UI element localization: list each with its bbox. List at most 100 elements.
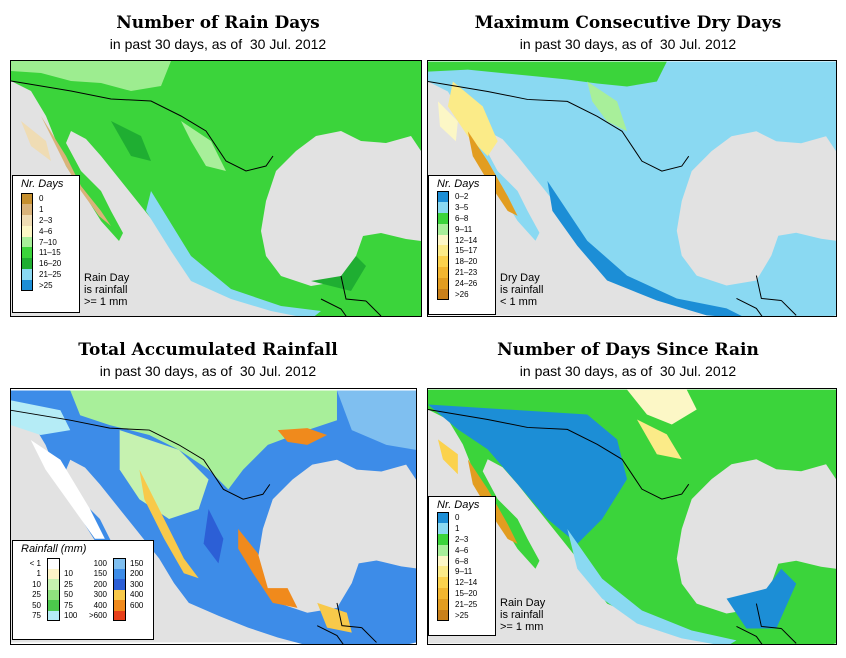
legend-swatch <box>47 558 60 569</box>
legend-entry: 0 <box>13 193 79 204</box>
legend-range-low: 25 <box>32 590 41 600</box>
legend-label: 0–2 <box>455 191 469 201</box>
legend-range-high: 25 <box>64 579 73 589</box>
panel-subtitle-rainfall: in past 30 days, as of 30 Jul. 2012 <box>0 363 416 379</box>
legend-label: 6–8 <box>455 556 469 566</box>
legend-entry: 3–5 <box>429 201 495 213</box>
note-line: is rainfall <box>500 609 544 621</box>
map-rainfall <box>10 388 417 645</box>
legend-entry: 200 300 <box>87 579 147 590</box>
subtitle-date: 30 Jul. 2012 <box>249 36 327 52</box>
legend-swatch <box>437 544 449 556</box>
legend-entry: >25 <box>429 610 495 621</box>
legend-entry: 6–8 <box>429 212 495 224</box>
legend-label: 0 <box>455 512 460 522</box>
legend-swatch <box>21 225 33 237</box>
legend-swatch <box>437 566 449 578</box>
legend-swatch <box>47 589 60 600</box>
legend-swatch <box>437 256 449 268</box>
legend-days-since-rain: Nr. Days 0 1 2–3 4–6 6–8 9–11 12–14 15–20 21–25 >… <box>428 496 496 636</box>
legend-label: 11–15 <box>39 248 61 258</box>
legend-entry: 24–26 <box>429 278 495 290</box>
legend-label: 1 <box>39 204 44 214</box>
legend-range-low: 100 <box>93 558 107 568</box>
subtitle-prefix: in past 30 days, as of <box>99 363 233 379</box>
note-line: >= 1 mm <box>500 621 544 633</box>
legend-range-low: 50 <box>32 600 41 610</box>
legend-swatch <box>21 214 33 226</box>
legend-swatch <box>21 280 33 292</box>
legend-entry: 2–3 <box>13 214 79 226</box>
legend-swatch <box>21 258 33 270</box>
legend-range-low: 400 <box>93 600 107 610</box>
legend-swatch <box>437 610 449 621</box>
legend-range-low: >600 <box>88 611 107 621</box>
legend-label: 21–25 <box>455 600 478 610</box>
legend-entry: 11–15 <box>13 247 79 259</box>
legend-entry: 50 75 <box>21 600 81 611</box>
legend-column-left: < 1 1 10 10 25 25 50 50 75 75 100 <box>21 558 81 621</box>
legend-swatch <box>437 555 449 567</box>
legend-range-low: 150 <box>93 569 107 579</box>
note-line: Dry Day <box>500 272 540 284</box>
legend-label: 15–20 <box>455 589 478 599</box>
legend-label: 21–25 <box>39 270 62 280</box>
legend-entry: 400 600 <box>87 600 147 611</box>
legend-label: 2–3 <box>39 215 53 225</box>
legend-label: 18–20 <box>455 257 478 267</box>
legend-title: Nr. Days <box>437 499 480 511</box>
legend-range-high: 200 <box>130 569 144 579</box>
legend-entry: 15–20 <box>429 588 495 600</box>
legend-label: >25 <box>39 281 53 291</box>
legend-entry: 9–11 <box>429 223 495 235</box>
legend-label: 6–8 <box>455 213 469 223</box>
legend-swatch <box>113 610 126 621</box>
legend-label: >25 <box>455 610 469 620</box>
map-days-since-rain <box>427 388 837 645</box>
legend-range-low: < 1 <box>29 558 41 568</box>
legend-entry: 12–14 <box>429 577 495 589</box>
legend-swatch <box>21 247 33 259</box>
note-line: is rainfall <box>500 284 544 296</box>
legend-entry: 300 400 <box>87 589 147 600</box>
legend-swatch <box>437 212 449 224</box>
legend-label: 0 <box>39 193 44 203</box>
legend-range-high: 300 <box>130 579 144 589</box>
legend-swatch <box>21 236 33 248</box>
legend-entry: < 1 <box>21 558 81 569</box>
legend-swatch <box>437 245 449 257</box>
legend-title: Nr. Days <box>21 178 64 190</box>
panel-subtitle-days-since-rain: in past 30 days, as of 30 Jul. 2012 <box>420 363 836 379</box>
legend-entry: >600 <box>87 610 147 621</box>
legend-label: 4–6 <box>39 226 53 236</box>
legend-label: 16–20 <box>39 259 62 269</box>
legend-range-high: 600 <box>130 600 144 610</box>
legend-swatch <box>113 579 126 590</box>
legend-entry: 4–6 <box>13 225 79 237</box>
panel-title-rain-days: Number of Rain Days <box>116 13 320 33</box>
legend-entry: 21–25 <box>13 269 79 281</box>
note-line: Rain Day <box>500 597 546 609</box>
legend-label: 9–11 <box>455 224 473 234</box>
legend-entry: 9–11 <box>429 566 495 578</box>
legend-entry: 4–6 <box>429 544 495 556</box>
legend-swatch <box>47 610 60 621</box>
legend-range-high: 400 <box>130 590 144 600</box>
legend-swatch <box>437 191 449 202</box>
legend-entry: 21–23 <box>429 267 495 279</box>
legend-swatch <box>437 533 449 545</box>
legend-entry: 0 <box>429 512 495 523</box>
legend-label: 24–26 <box>455 279 478 289</box>
subtitle-date: 30 Jul. 2012 <box>659 363 737 379</box>
legend-entry: 1 <box>13 203 79 215</box>
legend-entry: >26 <box>429 289 495 300</box>
legend-entry: 10 25 <box>21 579 81 590</box>
legend-entry: 6–8 <box>429 555 495 567</box>
legend-range-low: 75 <box>32 611 41 621</box>
legend-entry: 21–25 <box>429 599 495 611</box>
legend-label: >26 <box>455 289 469 299</box>
legend-column-right: 100 150 150 200 200 300 300 400 400 600 >600 <box>87 558 147 621</box>
legend-rain-days: Nr. Days 0 1 2–3 4–6 7–10 11–15 16–20 21–25 >25 <box>12 175 80 313</box>
panel-subtitle-rain-days: in past 30 days, as of 30 Jul. 2012 <box>10 36 426 52</box>
legend-swatch <box>437 223 449 235</box>
